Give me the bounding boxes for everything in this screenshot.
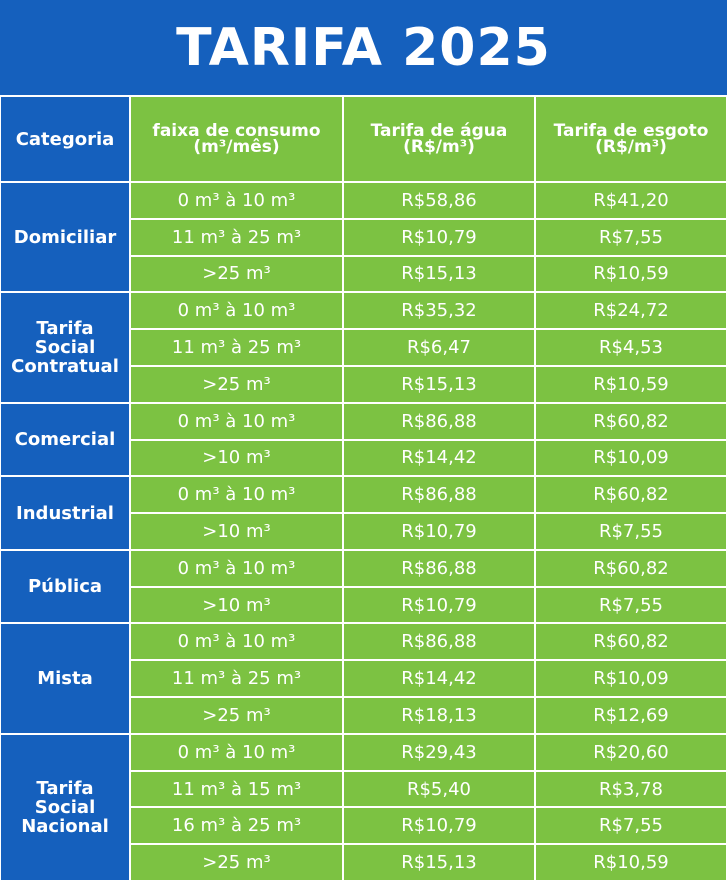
category-cell: Comercial xyxy=(0,402,130,477)
price-cell: R$60,82 xyxy=(535,476,727,514)
price-cell: R$7,55 xyxy=(535,807,727,845)
range-cell: 0 m³ à 10 m³ xyxy=(130,733,343,771)
range-cell: 16 m³ à 25 m³ xyxy=(130,807,343,845)
category-cell: Mista xyxy=(0,623,130,734)
price-cell: R$86,88 xyxy=(343,549,535,587)
category-cell: Tarifa Social Nacional xyxy=(0,733,130,881)
price-cell: R$5,40 xyxy=(343,770,535,808)
price-cell: R$86,88 xyxy=(343,402,535,440)
range-cell: 11 m³ à 25 m³ xyxy=(130,329,343,366)
header-cell: Tarifa de esgoto (R$/m³) xyxy=(535,96,727,182)
price-cell: R$10,79 xyxy=(343,807,535,845)
price-cell: R$10,79 xyxy=(343,513,535,550)
price-cell: R$3,78 xyxy=(535,770,727,808)
price-cell: R$6,47 xyxy=(343,329,535,366)
price-cell: R$14,42 xyxy=(343,660,535,698)
header-cell: Tarifa de água (R$/m³) xyxy=(343,96,535,182)
range-cell: >10 m³ xyxy=(130,513,343,550)
price-cell: R$7,55 xyxy=(535,586,727,624)
price-cell: R$86,88 xyxy=(343,476,535,514)
price-cell: R$41,20 xyxy=(535,182,727,219)
range-cell: >10 m³ xyxy=(130,586,343,624)
price-cell: R$10,59 xyxy=(535,365,727,403)
price-cell: R$15,13 xyxy=(343,365,535,403)
range-cell: 11 m³ à 25 m³ xyxy=(130,660,343,698)
category-cell: Pública xyxy=(0,549,130,624)
range-cell: 11 m³ à 25 m³ xyxy=(130,218,343,256)
price-cell: R$4,53 xyxy=(535,329,727,366)
price-cell: R$7,55 xyxy=(535,513,727,550)
price-cell: R$60,82 xyxy=(535,549,727,587)
price-cell: R$10,09 xyxy=(535,660,727,698)
range-cell: 0 m³ à 10 m³ xyxy=(130,549,343,587)
price-cell: R$10,59 xyxy=(535,255,727,293)
price-cell: R$10,59 xyxy=(535,844,727,881)
range-cell: 0 m³ à 10 m³ xyxy=(130,623,343,661)
range-cell: >25 m³ xyxy=(130,255,343,293)
price-cell: R$86,88 xyxy=(343,623,535,661)
range-cell: >25 m³ xyxy=(130,844,343,881)
category-cell: Industrial xyxy=(0,476,130,550)
range-cell: >10 m³ xyxy=(130,439,343,477)
range-cell: >25 m³ xyxy=(130,365,343,403)
price-cell: R$35,32 xyxy=(343,292,535,330)
price-cell: R$12,69 xyxy=(535,697,727,734)
range-cell: 0 m³ à 10 m³ xyxy=(130,402,343,440)
range-cell: 0 m³ à 10 m³ xyxy=(130,292,343,330)
category-cell: Domiciliar xyxy=(0,182,130,293)
price-cell: R$58,86 xyxy=(343,182,535,219)
price-cell: R$15,13 xyxy=(343,255,535,293)
header-cell: Categoria xyxy=(0,96,130,182)
price-cell: R$10,09 xyxy=(535,439,727,477)
price-cell: R$24,72 xyxy=(535,292,727,330)
price-cell: R$60,82 xyxy=(535,402,727,440)
price-cell: R$20,60 xyxy=(535,733,727,771)
price-cell: R$29,43 xyxy=(343,733,535,771)
price-cell: R$14,42 xyxy=(343,439,535,477)
price-cell: R$10,79 xyxy=(343,586,535,624)
price-cell: R$18,13 xyxy=(343,697,535,734)
title: TARIFA 2025 xyxy=(0,0,727,95)
price-cell: R$10,79 xyxy=(343,218,535,256)
category-cell: Tarifa Social Contratual xyxy=(0,292,130,403)
price-cell: R$7,55 xyxy=(535,218,727,256)
range-cell: 0 m³ à 10 m³ xyxy=(130,476,343,514)
price-cell: R$60,82 xyxy=(535,623,727,661)
range-cell: 11 m³ à 15 m³ xyxy=(130,770,343,808)
range-cell: 0 m³ à 10 m³ xyxy=(130,182,343,219)
header-cell: faixa de consumo (m³/mês) xyxy=(130,96,343,182)
range-cell: >25 m³ xyxy=(130,697,343,734)
price-cell: R$15,13 xyxy=(343,844,535,881)
